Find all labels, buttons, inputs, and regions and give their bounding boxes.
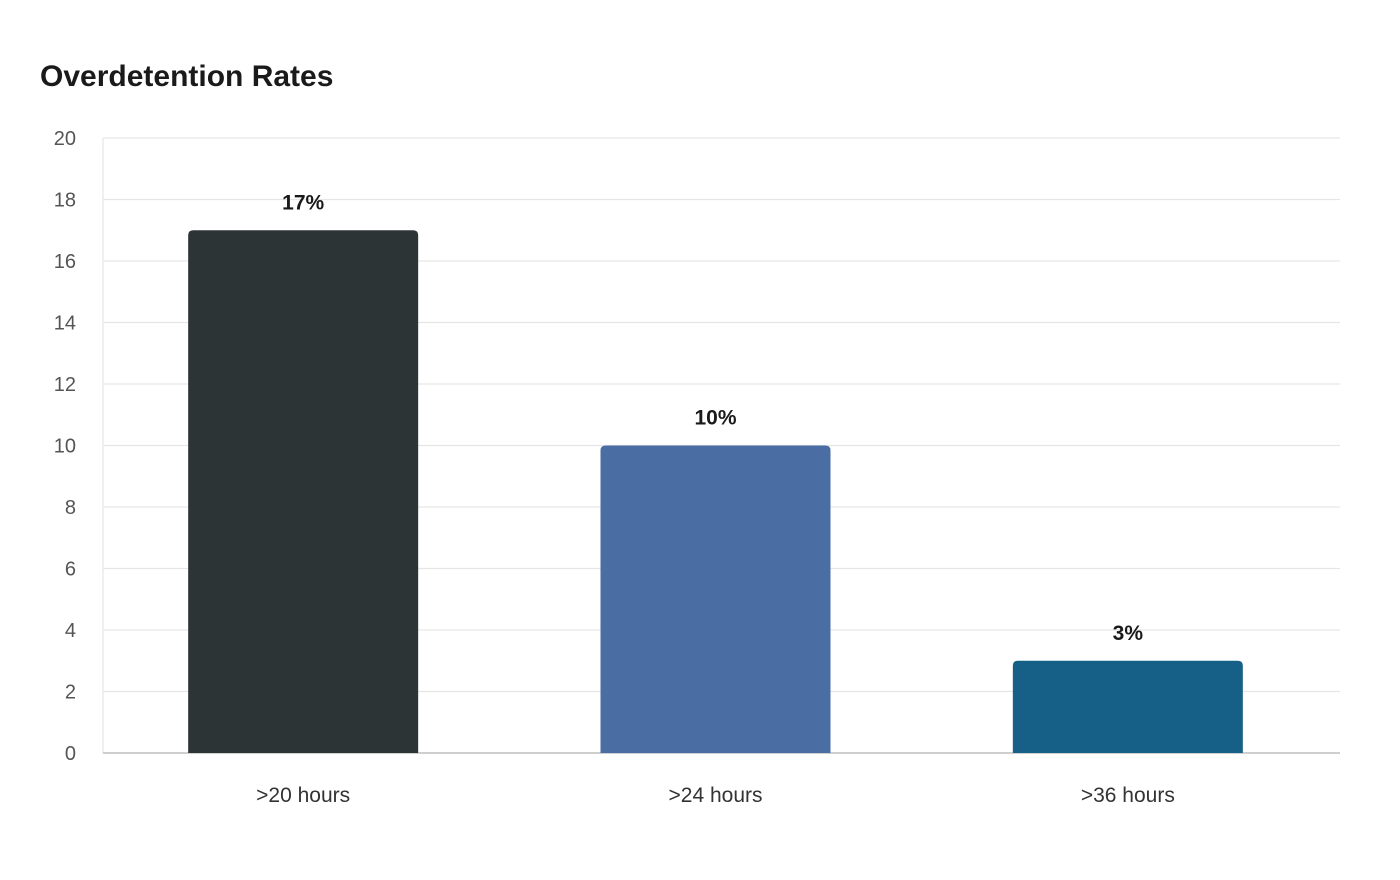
data-label: 17% xyxy=(282,191,324,214)
y-tick-label: 6 xyxy=(65,559,76,581)
y-tick-labels: 0 2 4 6 8 10 12 14 16 18 20 xyxy=(54,128,76,765)
y-tick-label: 8 xyxy=(65,497,76,519)
y-tick-label: 4 xyxy=(65,620,76,642)
y-tick-label: 14 xyxy=(54,313,76,335)
data-labels: 17% 10% 3% xyxy=(282,191,1143,645)
x-category-label: >20 hours xyxy=(256,784,350,807)
y-tick-label: 2 xyxy=(65,682,76,704)
bar-1 xyxy=(188,230,419,753)
bar-2 xyxy=(600,445,831,753)
y-tick-label: 16 xyxy=(54,251,76,273)
chart-title: Overdetention Rates xyxy=(40,60,334,93)
y-tick-label: 0 xyxy=(65,743,76,765)
data-label: 3% xyxy=(1113,622,1144,645)
y-tick-label: 12 xyxy=(54,374,76,396)
y-tick-label: 10 xyxy=(54,436,76,458)
data-label: 10% xyxy=(694,407,736,430)
x-category-label: >36 hours xyxy=(1081,784,1175,807)
bar-3 xyxy=(1012,660,1243,753)
category-labels: >20 hours >24 hours >36 hours xyxy=(256,784,1175,807)
y-tick-label: 18 xyxy=(54,190,76,212)
x-category-label: >24 hours xyxy=(669,784,763,807)
y-tick-label: 20 xyxy=(54,128,76,150)
bars xyxy=(188,230,1243,753)
